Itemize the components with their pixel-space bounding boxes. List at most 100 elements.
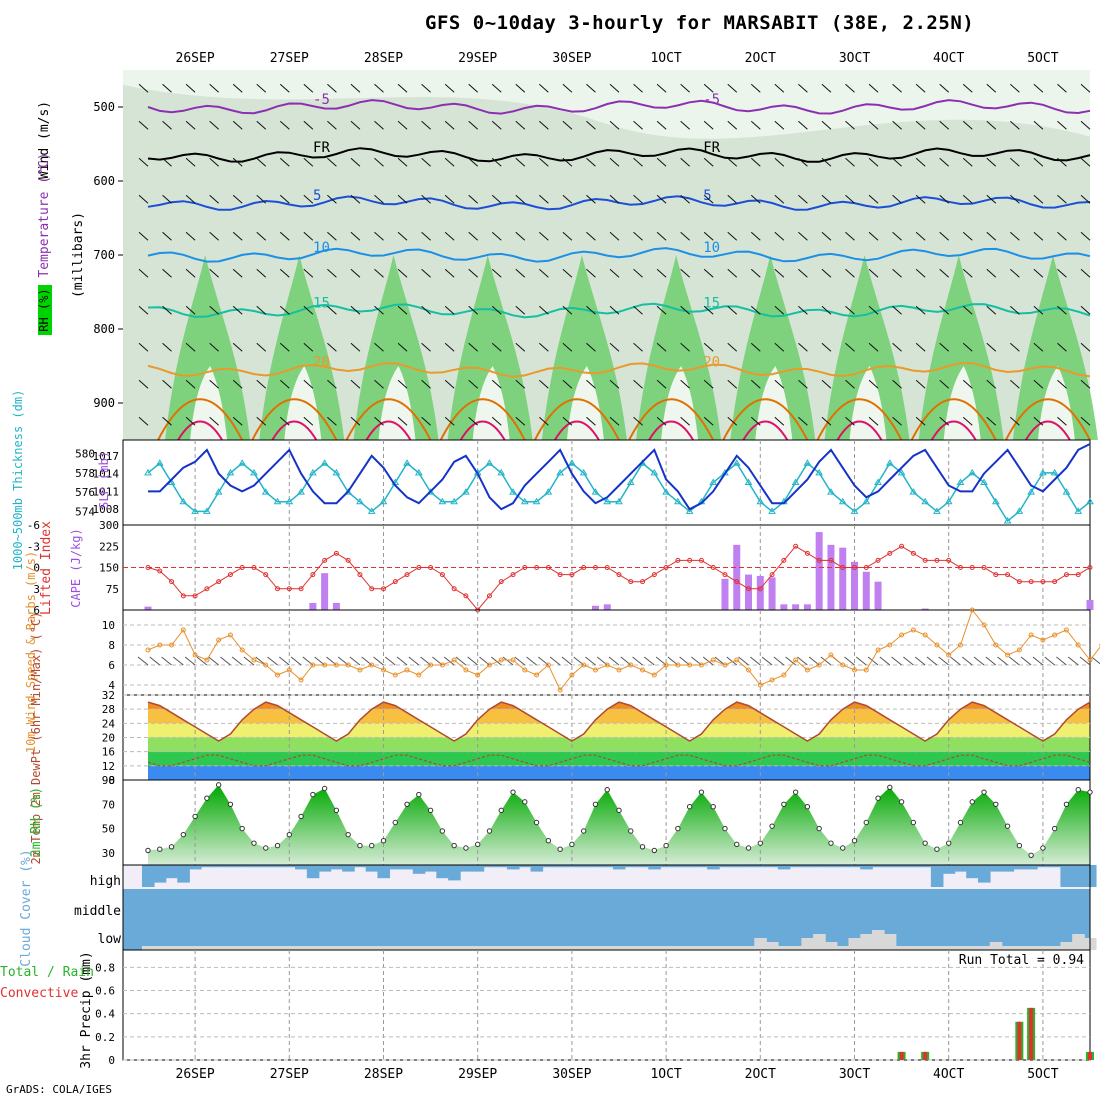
wind-barb <box>162 342 172 352</box>
temp-band <box>148 751 1090 766</box>
wind-barb <box>185 157 196 167</box>
wind-speed-point <box>569 672 575 678</box>
wind-barb <box>373 656 384 666</box>
wind-barb <box>915 268 926 278</box>
wind-barb <box>162 416 172 426</box>
cloud-high-bar <box>989 865 1003 872</box>
wind-barb <box>1010 305 1020 315</box>
lifted-index-point <box>899 543 905 549</box>
cloud-high-bar <box>318 865 332 872</box>
cloud-low-gap <box>1036 946 1050 950</box>
wind-barb <box>397 342 408 352</box>
thickness-point <box>685 507 694 514</box>
rh-point <box>828 840 834 846</box>
cape-bar <box>321 573 329 610</box>
wind-barb <box>1080 83 1091 93</box>
precip-convective-bar <box>923 1051 928 1060</box>
wind-barb <box>421 83 431 93</box>
wind-barb <box>1080 157 1091 167</box>
wind-barb <box>444 194 455 204</box>
temperature-contour <box>836 420 883 441</box>
wind-barb <box>491 379 502 389</box>
wind-barb <box>845 157 855 167</box>
wind-barb <box>915 379 926 389</box>
rh-point <box>204 795 210 801</box>
wind-barb <box>350 194 361 204</box>
cloud-high-bar <box>471 865 485 872</box>
wind-barb <box>821 342 832 352</box>
lifted-index-point <box>604 565 610 570</box>
wind-barb <box>1033 231 1044 241</box>
wind-barb <box>1057 231 1067 241</box>
wind-barb <box>868 379 879 389</box>
wind-barb <box>821 379 832 389</box>
cloud-low-gap <box>907 946 920 950</box>
lifted-index-point <box>592 565 598 570</box>
wind-barb <box>185 305 196 315</box>
rh-point <box>321 785 328 792</box>
contour-label: FR <box>313 140 330 156</box>
y-tick-label: 30 <box>102 847 115 860</box>
rh-point <box>628 828 634 834</box>
y-tick-label: 150 <box>99 562 119 575</box>
wind-barb <box>586 268 596 278</box>
cloud-high-bar <box>624 865 638 868</box>
wind-barb <box>232 305 243 315</box>
thickness-point <box>791 478 800 485</box>
cloud-low-gap <box>1001 946 1015 950</box>
wind-barb <box>267 656 278 666</box>
cloud-high-bar <box>554 865 567 868</box>
wind-barb <box>939 194 950 204</box>
wind-barb <box>185 416 196 426</box>
cape-bar <box>792 604 800 610</box>
wind-barb <box>750 83 761 93</box>
wind-barb <box>232 379 243 389</box>
cloud-high-bar <box>754 865 767 868</box>
rh-point <box>840 845 846 851</box>
wind-barb <box>350 305 361 315</box>
y-tick-label: 900 <box>93 396 115 410</box>
wind-barb <box>750 305 761 315</box>
cloud-high-bar <box>330 865 343 870</box>
thickness-point <box>603 497 612 505</box>
thickness-point <box>214 488 223 495</box>
wind-speed-point <box>1087 657 1093 663</box>
lifted-index-point <box>698 557 704 563</box>
lifted-index-point <box>545 565 551 570</box>
wind-barb <box>798 305 808 315</box>
cloud-high-bar <box>648 865 661 870</box>
wind-barb <box>162 305 172 315</box>
thickness-point <box>485 459 494 466</box>
wind-speed-point <box>451 657 457 663</box>
thickness-point <box>850 507 859 514</box>
wind-barb <box>138 379 149 389</box>
wind-barb <box>962 120 973 130</box>
cloud-high-bar <box>718 865 732 868</box>
cloud-low-gap <box>683 946 697 950</box>
lifted-index-point <box>828 557 834 563</box>
cloud-low-gap <box>954 946 968 950</box>
cloud-high-bar <box>954 865 968 872</box>
wind-speed-point <box>322 662 328 668</box>
wind-barb <box>845 305 855 315</box>
wind-barb <box>562 416 573 426</box>
wind-speed-point <box>769 677 775 683</box>
contour-label: 10 <box>313 240 330 256</box>
y-tick-label: 6 <box>33 604 40 617</box>
thickness-point <box>968 468 977 476</box>
wind-barb <box>467 656 479 666</box>
y-tick-label: 20 <box>102 732 115 745</box>
wind-barb <box>549 656 561 666</box>
contour-label: 5 <box>313 188 321 204</box>
wind-barb <box>656 268 667 278</box>
wind-barb <box>1010 379 1020 389</box>
wind-barb <box>327 83 337 93</box>
thickness-point <box>544 488 553 495</box>
rh-point <box>522 799 528 805</box>
y-tick-label: 75 <box>106 583 119 596</box>
cloud-low-gap <box>848 938 862 950</box>
wind-barb <box>374 83 384 93</box>
thickness-point <box>556 468 565 476</box>
cloud-low-gap <box>919 946 932 950</box>
wind-barb <box>656 305 667 315</box>
